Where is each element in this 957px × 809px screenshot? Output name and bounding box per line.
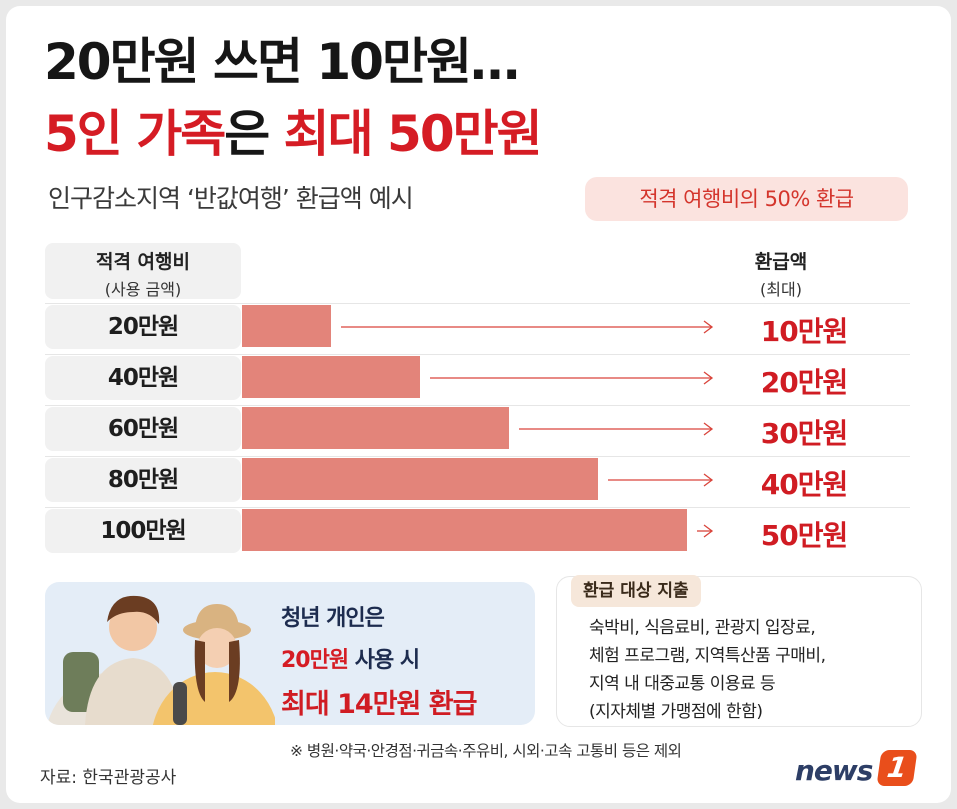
refund-rate-badge: 적격 여행비의 50% 환급 [585, 177, 908, 221]
refund-label: 10만원 [760, 315, 849, 348]
spend-bar [242, 509, 687, 551]
spend-bar [242, 458, 598, 500]
youth-line-2: 20만원 사용 시 [281, 642, 476, 674]
refund-header-sub: (최대) [760, 280, 802, 299]
exclusion-note: ※ 병원·약국·안경점·귀금속·주유비, 시외·고속 고통비 등은 제외 [290, 742, 682, 760]
refund-header-title: 환급액 [754, 251, 808, 273]
travelers-illustration [47, 595, 275, 725]
refund-label: 20만원 [760, 366, 849, 399]
youth-line-3: 최대 14만원 환급 [281, 689, 477, 720]
youth-info-box: 청년 개인은 20만원 사용 시 최대 14만원 환급 [45, 582, 535, 725]
spend-bar [242, 356, 420, 398]
source-credit: 자료: 한국관광공사 [40, 768, 177, 788]
spend-label: 40만원 [45, 356, 241, 400]
spend-header-title: 적격 여행비 [95, 251, 190, 273]
expense-line-3: 지역 내 대중교통 이용료 등 [589, 674, 776, 694]
spend-header-sub: (사용 금액) [104, 280, 182, 299]
youth-text: 청년 개인은 20만원 사용 시 최대 14만원 환급 [281, 600, 477, 721]
spend-label: 80만원 [45, 458, 241, 502]
youth-line-1: 청년 개인은 [281, 606, 385, 631]
subtitle: 인구감소지역 ‘반값여행’ 환급액 예시 [48, 184, 414, 213]
row-separator [45, 354, 910, 355]
logo-badge: 1 [876, 750, 918, 786]
youth-line-2-rest: 사용 시 [348, 648, 420, 673]
refund-label: 40만원 [760, 468, 849, 501]
refund-arrow-head [703, 422, 714, 436]
refund-arrow-head [703, 320, 714, 334]
headline-max: 최대 50만원 [283, 105, 543, 163]
spend-bar [242, 305, 331, 347]
row-separator [45, 405, 910, 406]
refund-arrow-head [703, 371, 714, 385]
row-separator [45, 303, 910, 304]
expense-line-4: (지자체별 가맹점에 한함) [589, 702, 763, 722]
expense-line-2: 체험 프로그램, 지역특산품 구매비, [589, 646, 826, 666]
refund-arrow-head [703, 524, 714, 538]
refund-arrow-head [703, 473, 714, 487]
row-separator [45, 507, 910, 508]
spend-column-header: 적격 여행비 (사용 금액) [45, 243, 241, 299]
refund-label: 50만원 [760, 519, 849, 552]
logo-wordmark: news [795, 754, 873, 787]
refund-column-header: 환급액 (최대) [735, 243, 827, 300]
headline-family: 5인 가족 [44, 105, 226, 163]
spend-label: 100만원 [45, 509, 241, 553]
spend-label: 20만원 [45, 305, 241, 349]
headline-line-2: 5인 가족은 최대 50만원 [44, 94, 543, 166]
refund-label: 30만원 [760, 417, 849, 450]
expense-line-1: 숙박비, 식음료비, 관광지 입장료, [589, 618, 816, 638]
youth-spend-amount: 20만원 [281, 648, 349, 673]
eligible-expenses-box: 환급 대상 지출 숙박비, 식음료비, 관광지 입장료, 체험 프로그램, 지역… [556, 575, 922, 727]
headline-line-1: 20만원 쓰면 10만원… [44, 33, 520, 91]
news1-logo: news 1 [795, 750, 935, 792]
headline-particle: 은 [224, 105, 284, 163]
spend-bar [242, 407, 509, 449]
eligible-expenses-tag: 환급 대상 지출 [571, 575, 701, 607]
row-separator [45, 456, 910, 457]
spend-label: 60만원 [45, 407, 241, 451]
